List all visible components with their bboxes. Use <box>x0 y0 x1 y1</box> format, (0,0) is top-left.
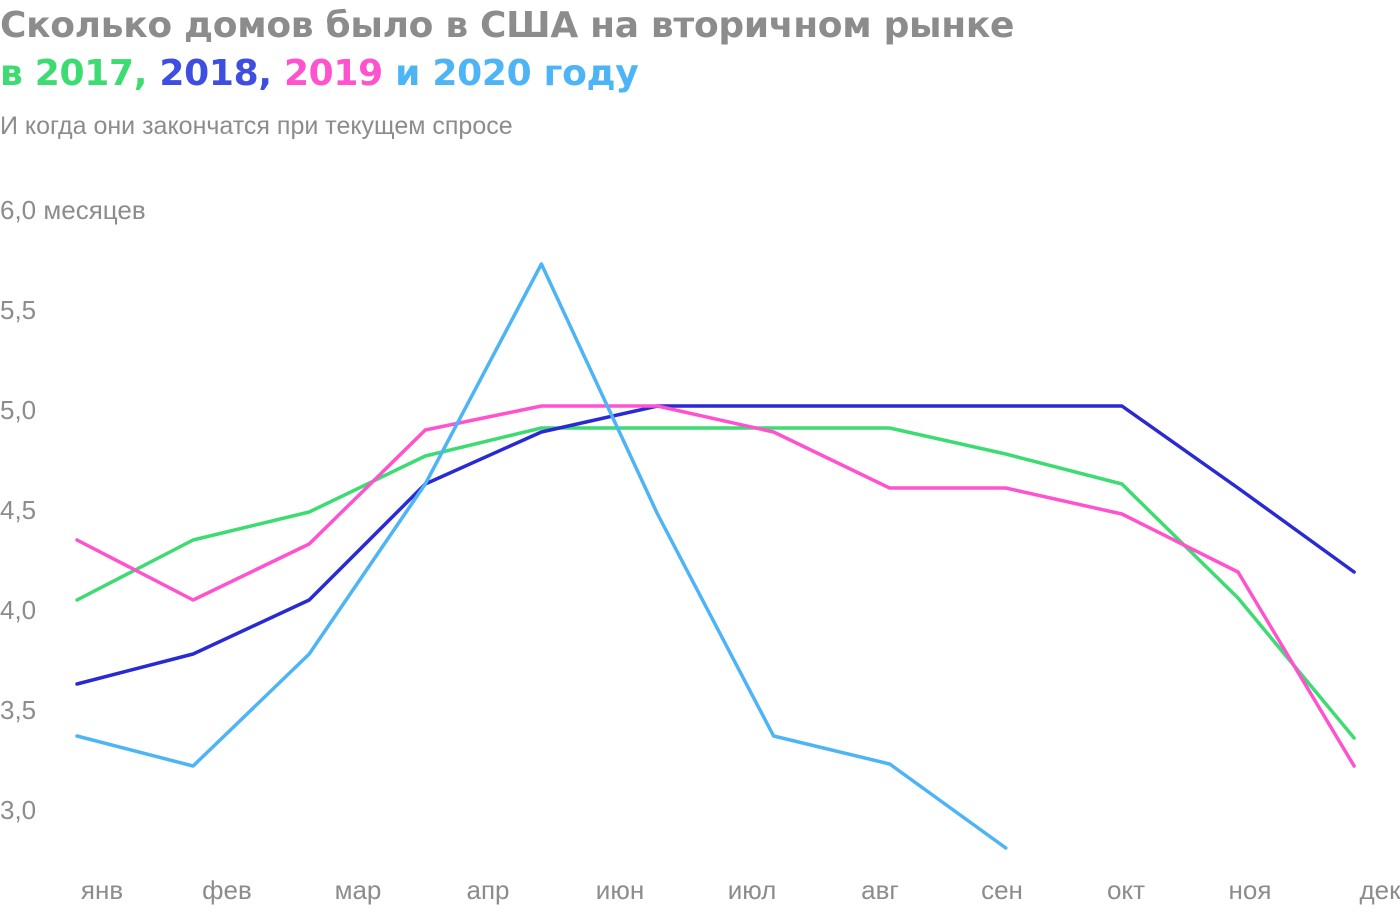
y-tick-label: 3,5 <box>0 695 36 725</box>
x-tick-label: дек <box>1359 875 1400 905</box>
series-line-2017 <box>75 426 1356 740</box>
title-suffix: году <box>531 53 639 94</box>
title-year-2018: 2018 <box>159 53 259 94</box>
series-line-2019 <box>75 404 1356 768</box>
y-tick-label: 5,5 <box>0 295 36 325</box>
x-axis-ticks: янв фев мар апр июн июл авг сен окт ноя дек <box>81 875 1400 905</box>
x-tick-label: авг <box>861 875 899 905</box>
x-tick-label: июн <box>596 875 644 905</box>
title-year-2017: 2017 <box>34 53 134 94</box>
y-tick-label: 4,0 <box>0 595 36 625</box>
x-tick-label: мар <box>335 875 382 905</box>
x-tick-label: апр <box>467 875 510 905</box>
y-tick-label: 3,0 <box>0 795 36 825</box>
series-line-2020 <box>75 262 1008 850</box>
x-tick-label: фев <box>202 875 252 905</box>
x-tick-label: окт <box>1107 875 1145 905</box>
y-tick-label: 5,0 <box>0 395 36 425</box>
series-lines <box>75 262 1356 850</box>
y-tick-label: 4,5 <box>0 495 36 525</box>
title-year-2019: 2019 <box>283 53 383 94</box>
title-separator-2: , <box>258 53 284 94</box>
y-axis-ticks: 6,0 месяцев 5,5 5,0 4,5 4,0 3,5 3,0 <box>0 195 146 825</box>
chart-title-line1: Сколько домов было в США на вторичном ры… <box>0 5 1015 46</box>
x-tick-label: сен <box>981 875 1023 905</box>
title-year-2020: 2020 <box>432 53 532 94</box>
x-tick-label: ноя <box>1229 875 1272 905</box>
title-prefix: в <box>0 53 35 94</box>
chart-subtitle: И когда они закончатся при текущем спрос… <box>0 112 513 140</box>
y-tick-label: 6,0 месяцев <box>0 195 146 225</box>
chart-title-line2: в 2017, 2018, 2019 и 2020 году <box>0 50 639 98</box>
x-tick-label: янв <box>81 875 123 905</box>
x-tick-label: июл <box>728 875 777 905</box>
title-conjunction: и <box>382 53 433 94</box>
series-line-2018 <box>75 404 1356 686</box>
title-separator-1: , <box>133 53 160 94</box>
